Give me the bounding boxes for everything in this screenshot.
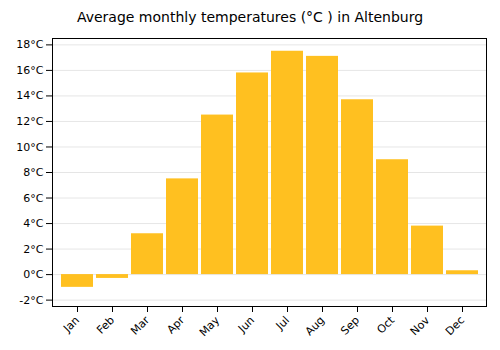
svg-text:8°C: 8°C [23,166,43,179]
svg-text:4°C: 4°C [23,217,43,230]
svg-text:Sep: Sep [338,314,362,338]
svg-text:Oct: Oct [374,313,397,336]
svg-text:16°C: 16°C [16,64,43,77]
svg-text:12°C: 12°C [16,115,43,128]
html-text:Average monthly temperatures (: Average monthly temperatures (°C ) in Al… [76,9,424,25]
svg-text:14°C: 14°C [16,89,43,102]
svg-text:Nov: Nov [408,313,433,338]
svg-text:Jul: Jul [273,314,292,333]
svg-text:2°C: 2°C [23,243,43,256]
svg-text:18°C: 18°C [16,38,43,51]
svg-text:0°C: 0°C [23,268,43,281]
svg-text:-2°C: -2°C [19,294,43,307]
svg-text:6°C: 6°C [23,192,43,205]
svg-text:Mar: Mar [128,313,152,337]
svg-text:Feb: Feb [94,314,117,337]
svg-text:Dec: Dec [443,314,467,338]
svg-text:May: May [197,313,223,339]
svg-text:Jan: Jan [60,314,82,336]
svg-text:10°C: 10°C [16,140,43,153]
svg-text:Jun: Jun [235,314,257,336]
svg-text:Apr: Apr [164,313,187,336]
svg-text:Aug: Aug [303,314,327,338]
